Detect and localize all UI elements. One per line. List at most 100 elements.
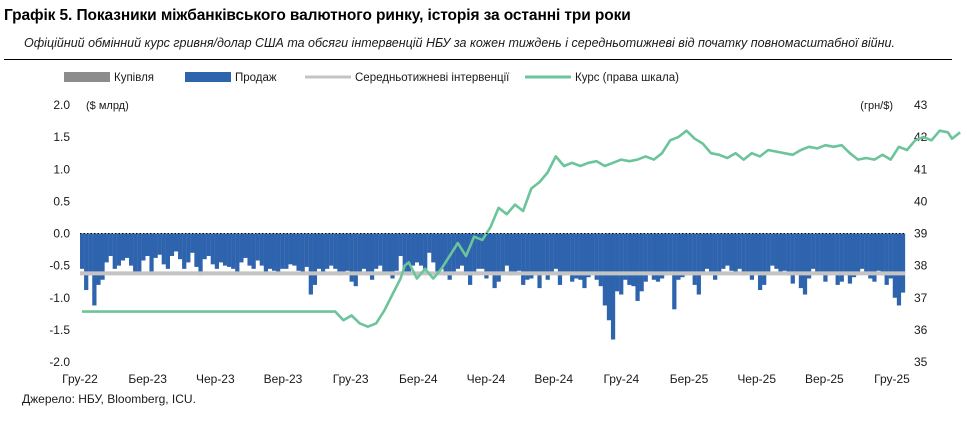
sales-bar: [263, 233, 269, 273]
sales-bar: [545, 233, 550, 280]
x-tick-label: Вер-24: [534, 372, 573, 386]
sales-bar: [104, 233, 109, 263]
left-tick-label: -2.0: [49, 355, 70, 369]
sales-bar: [725, 233, 730, 266]
sales-bar: [349, 233, 354, 282]
legend-label-average: Середньотижневі інтервенції: [355, 72, 510, 84]
exchange-rate-line: [82, 129, 961, 329]
sales-bar: [729, 233, 734, 271]
sales-bar: [757, 233, 763, 291]
sales-bar: [615, 233, 620, 292]
sales-bars: [80, 233, 906, 340]
right-tick-label: 36: [914, 323, 928, 337]
sales-bar: [655, 233, 661, 282]
sales-bar: [884, 233, 889, 285]
left-tick-label: 0.0: [53, 227, 70, 241]
sales-bar: [214, 233, 220, 269]
sales-bar: [169, 233, 175, 256]
sales-bar: [157, 233, 162, 255]
sales-bar: [296, 233, 301, 271]
sales-bar: [851, 233, 857, 278]
sales-bar: [868, 233, 873, 279]
sales-bar: [713, 233, 718, 280]
sales-bar: [423, 233, 428, 269]
sales-bar: [414, 233, 420, 263]
sales-bar: [378, 233, 383, 266]
sales-bar: [116, 233, 121, 266]
sales-bar: [827, 233, 832, 276]
sales-bar: [178, 233, 183, 260]
right-tick-label: 40: [914, 194, 928, 208]
sales-bar: [112, 233, 117, 269]
sales-bar: [100, 233, 105, 280]
sales-bar: [402, 233, 407, 273]
sales-bar: [704, 233, 710, 269]
sales-bar: [594, 233, 599, 280]
sales-bar: [570, 233, 575, 282]
sales-bar: [149, 233, 154, 273]
x-tick-label: Бер-25: [670, 372, 709, 386]
sales-bar: [737, 233, 742, 269]
sales-bar: [860, 233, 865, 269]
sales-bar: [198, 233, 203, 276]
sales-bar: [124, 233, 130, 258]
title-divider: [4, 59, 952, 60]
sales-bar: [325, 233, 330, 269]
sales-bar: [137, 233, 142, 274]
sales-bar: [855, 233, 861, 273]
sales-bar: [329, 233, 334, 266]
sales-bar: [210, 233, 215, 265]
sales-bar: [733, 233, 738, 274]
sales-bar: [382, 233, 387, 274]
sales-bar: [843, 233, 848, 276]
sales-bar: [549, 233, 554, 273]
sales-bar: [496, 233, 501, 282]
sales-bar: [96, 233, 101, 285]
sales-bar: [239, 233, 244, 263]
x-tick-label: Чер-24: [467, 372, 506, 386]
sales-bar: [129, 233, 134, 266]
sales-bar: [92, 233, 97, 306]
sales-bar: [484, 233, 489, 279]
sales-bar: [255, 233, 260, 261]
sales-bar: [668, 233, 673, 273]
sales-bar: [766, 233, 771, 273]
sales-bar: [741, 233, 746, 276]
x-tick-label: Вер-23: [264, 372, 303, 386]
sales-bar: [190, 233, 195, 253]
sales-bar: [243, 233, 248, 258]
legend-swatch-buy: [64, 72, 110, 82]
sales-bar: [251, 233, 256, 269]
sales-bar: [553, 233, 558, 269]
sales-bar: [647, 233, 652, 273]
sales-bar: [872, 233, 877, 282]
sales-bar: [353, 233, 358, 287]
sales-bar: [578, 233, 583, 280]
sales-bar: [541, 233, 546, 273]
sales-bar: [390, 233, 395, 279]
x-axis: Гру-22 Бер-23 Чер-23 Вер-23 Гру-23 Бер-24 Чер-…: [62, 372, 910, 386]
sales-bar: [308, 233, 313, 295]
sales-bar: [512, 233, 518, 274]
sales-bar: [762, 233, 767, 285]
x-tick-label: Чер-23: [196, 372, 235, 386]
sales-bar: [467, 233, 473, 285]
sales-bar: [222, 233, 228, 266]
sales-bar: [896, 233, 902, 306]
sales-bar: [186, 233, 191, 263]
sales-bar: [557, 233, 563, 285]
sales-bar: [749, 233, 755, 280]
sales-bar: [235, 233, 240, 273]
sales-bar: [84, 233, 89, 291]
left-tick-label: 1.0: [53, 162, 70, 176]
sales-bar: [374, 233, 379, 269]
sales-bar: [439, 233, 444, 269]
sales-bar: [410, 233, 416, 266]
sales-bar: [823, 233, 828, 282]
sales-bar: [312, 233, 318, 285]
sales-bar: [288, 233, 293, 265]
sales-bar: [517, 233, 522, 271]
sales-bar: [206, 233, 211, 256]
chart-legend: Купівля Продаж Середньотижневі інтервенції…: [64, 72, 679, 84]
sales-bar: [357, 233, 362, 273]
